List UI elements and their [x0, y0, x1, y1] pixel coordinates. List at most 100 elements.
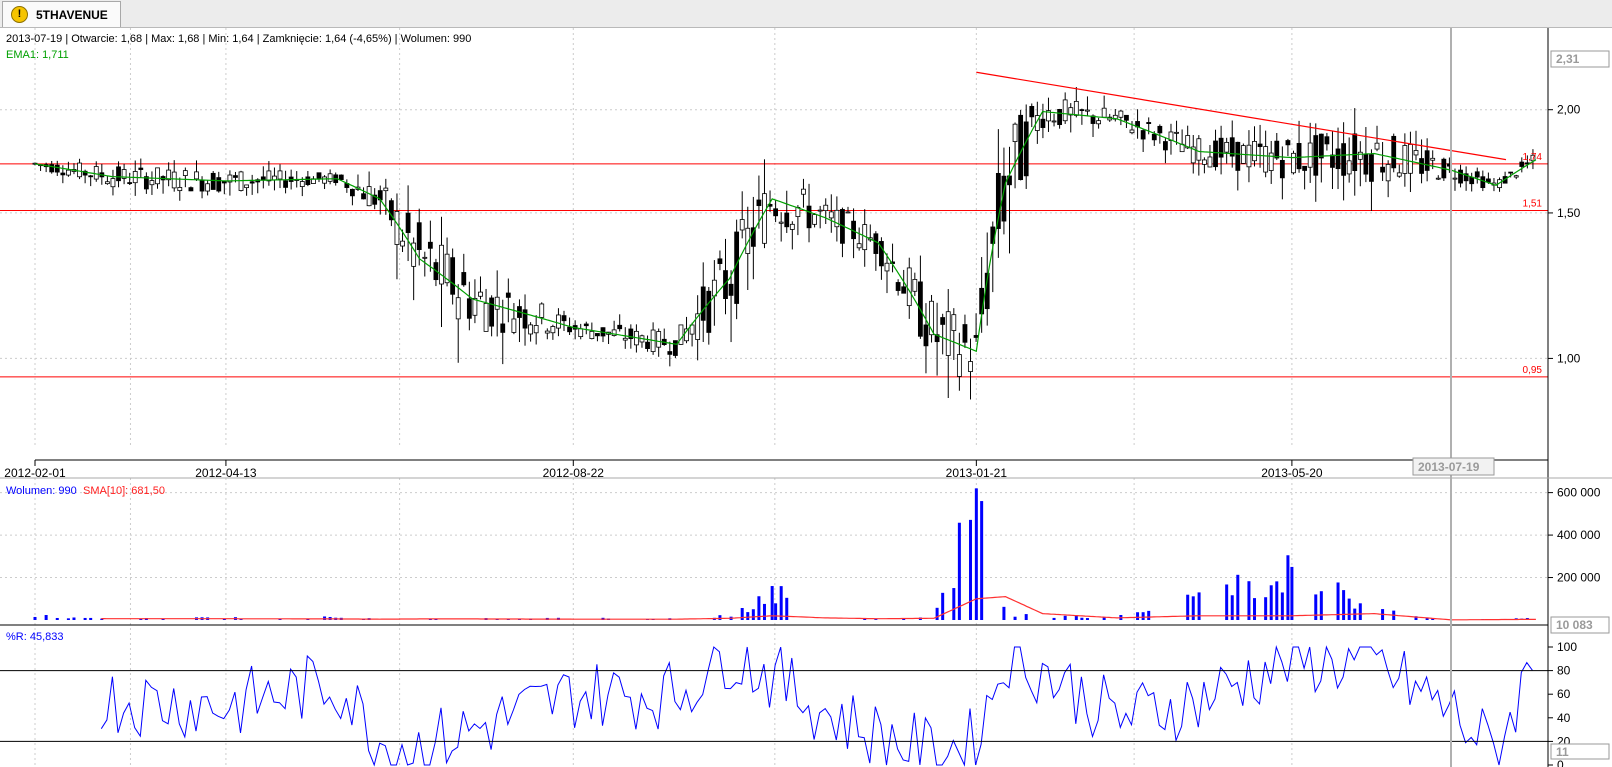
candle-body: [350, 188, 355, 197]
candle-body: [611, 329, 617, 336]
candle-body: [450, 257, 456, 295]
candle-body: [929, 300, 934, 336]
tab-5thavenue[interactable]: ! 5THAVENUE: [2, 1, 121, 27]
date-label: 2013-01-21: [946, 466, 1008, 480]
candle-body: [1213, 140, 1218, 168]
volume-bar: [33, 616, 37, 620]
volume-bar: [1275, 581, 1279, 620]
volume-bar: [1186, 594, 1190, 620]
candle-body: [1073, 100, 1079, 116]
candle-body: [1396, 172, 1402, 177]
candle-body: [1369, 154, 1374, 182]
volume-bar: [1141, 612, 1145, 620]
candle-body: [461, 272, 467, 286]
price-tick-label: 2,00: [1557, 103, 1581, 117]
candle-body: [1458, 169, 1463, 184]
candle-body: [1285, 140, 1291, 146]
price-tick-label: 1,50: [1557, 206, 1581, 220]
candle-body: [1018, 114, 1024, 181]
volume-bar: [1414, 616, 1418, 620]
candle-body: [973, 335, 979, 338]
candle-body: [405, 212, 411, 233]
candle-body: [1508, 171, 1514, 174]
candle-body: [945, 311, 951, 356]
volume-bar: [1080, 617, 1084, 620]
price-info-text: 2013-07-19 | Otwarcie: 1,68 | Max: 1,68 …: [6, 33, 471, 45]
current-price-badge: 2,31: [1550, 50, 1610, 68]
candle-body: [1374, 142, 1380, 150]
candle-body: [1279, 159, 1285, 179]
volume-bar: [1102, 617, 1106, 620]
volume-bar: [89, 617, 93, 620]
volume-bar: [952, 588, 956, 620]
volume-bar: [1286, 555, 1290, 620]
candle-body: [1274, 140, 1280, 159]
chart-area[interactable]: 2013-07-19 | Otwarcie: 1,68 | Max: 1,68 …: [0, 28, 1612, 767]
candle-body: [478, 291, 483, 297]
candle-body: [1391, 135, 1397, 169]
candle-body: [1163, 141, 1168, 151]
candle-body: [1296, 143, 1302, 170]
candle-body: [1101, 107, 1107, 118]
candle-body: [394, 210, 400, 245]
candle-body: [828, 211, 834, 219]
candle-body: [1474, 171, 1480, 178]
candle-body: [88, 175, 94, 178]
candle-body: [667, 351, 673, 355]
candle-body: [962, 324, 968, 343]
candle-body: [1463, 173, 1469, 182]
volume-panel[interactable]: [0, 478, 1548, 625]
candle-body: [522, 309, 528, 329]
willr-tick-label: 0: [1557, 758, 1564, 767]
volume-bar: [1136, 612, 1140, 620]
candle-body: [1207, 156, 1213, 168]
candle-body: [823, 204, 829, 212]
candle-body: [1201, 159, 1207, 165]
candle-body: [533, 325, 539, 334]
candle-body: [1385, 164, 1391, 182]
candle-body: [745, 227, 751, 254]
candle-body: [1034, 115, 1040, 131]
candle-body: [940, 317, 946, 325]
tab-title: 5THAVENUE: [36, 7, 108, 22]
candle-body: [422, 256, 428, 259]
willr-badge-text: 11: [1556, 745, 1569, 759]
candle-body: [54, 164, 60, 173]
candle-body: [1062, 99, 1068, 122]
volume-bar: [1347, 598, 1351, 620]
candle-body: [427, 241, 433, 249]
candle-body: [778, 221, 784, 224]
volume-bar: [1191, 596, 1195, 620]
horizontal-line-label: 1,74: [1523, 152, 1543, 163]
candle-body: [1185, 135, 1191, 149]
volume-bar: [83, 617, 87, 620]
candle-body: [567, 326, 572, 333]
candle-body: [171, 171, 177, 189]
candle-body: [416, 222, 422, 251]
candle-body: [1318, 133, 1324, 159]
candle-body: [1413, 150, 1419, 156]
axis-lines: [0, 28, 1612, 767]
candle-body: [672, 340, 678, 356]
candle-body: [912, 279, 918, 292]
candle-body: [1046, 110, 1051, 122]
price-panel[interactable]: [0, 28, 1548, 446]
candle-body: [149, 180, 155, 186]
candle-body: [1263, 146, 1269, 173]
candle-body: [1363, 153, 1369, 175]
volume-bar: [1280, 592, 1284, 620]
candle-body: [1424, 150, 1430, 171]
candle-body: [383, 187, 389, 192]
candle-body: [595, 333, 600, 337]
candle-body: [466, 298, 472, 319]
candle-body: [717, 258, 723, 264]
volume-bar: [239, 619, 243, 620]
candle-body: [879, 241, 884, 267]
candle-body: [678, 324, 684, 345]
willr-panel[interactable]: [0, 625, 1548, 767]
candle-body: [82, 170, 88, 176]
candle-body: [528, 324, 533, 335]
candle-body: [550, 326, 556, 334]
candle-body: [388, 200, 394, 221]
volume-bar: [161, 619, 165, 620]
